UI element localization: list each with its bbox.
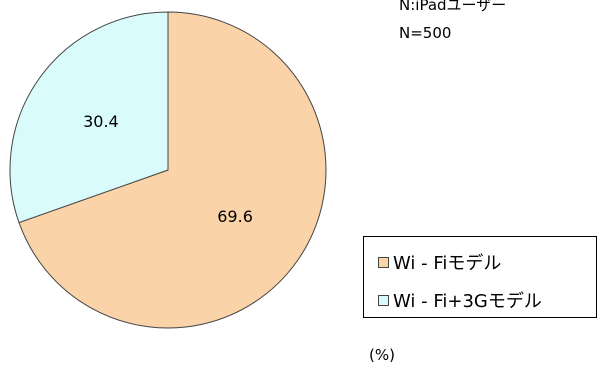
pie-data-labels: 69.6 30.4 bbox=[83, 112, 253, 226]
pie-slice-wifi bbox=[18, 11, 327, 329]
legend-item-wifi-3g: Wi - Fi+3Gモデル bbox=[378, 287, 542, 313]
legend-label-wifi-3g: Wi - Fi+3Gモデル bbox=[393, 291, 542, 312]
respondents-note: N:iPadユーザー bbox=[399, 0, 507, 14]
sample-size-note: N=500 bbox=[399, 24, 452, 42]
legend-swatch-wifi bbox=[378, 256, 389, 268]
pie-slice-wifi-3g bbox=[9, 11, 169, 224]
legend-swatch-wifi-3g bbox=[378, 294, 389, 306]
legend: Wi - Fiモデル Wi - Fi+3Gモデル bbox=[363, 236, 597, 318]
legend-label-wifi: Wi - Fiモデル bbox=[393, 253, 502, 274]
pie-data-label-wifi: 69.6 bbox=[217, 207, 253, 226]
pie-data-label-wifi-3g: 30.4 bbox=[83, 112, 119, 131]
pie-slices bbox=[9, 11, 327, 329]
unit-label: (%) bbox=[369, 346, 395, 364]
legend-item-wifi: Wi - Fiモデル bbox=[378, 249, 501, 275]
